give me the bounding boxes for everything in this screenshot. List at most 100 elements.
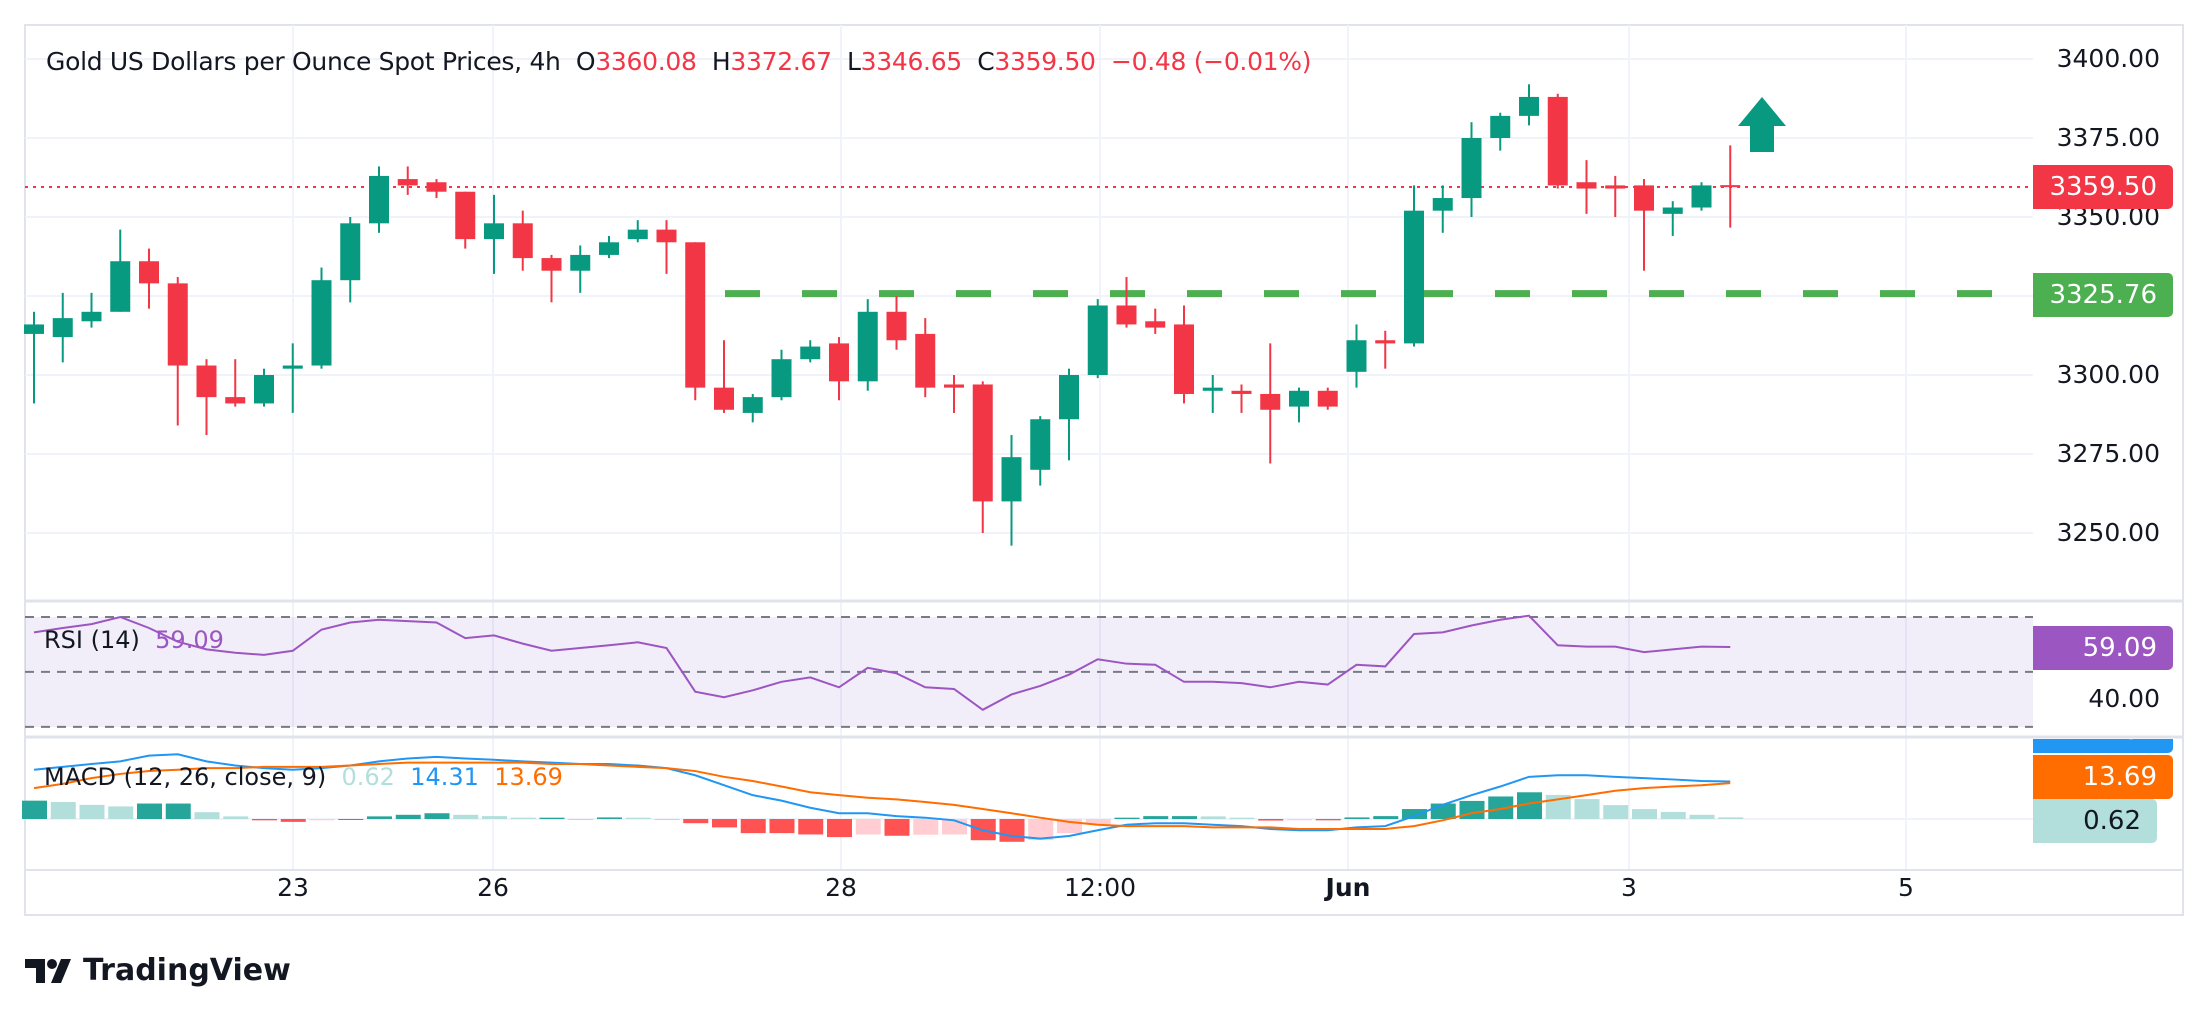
macd-histogram-bar [855, 819, 881, 835]
candle-body [1174, 324, 1194, 394]
grid [25, 25, 2033, 870]
candle-body [455, 191, 476, 240]
candle [742, 393, 763, 423]
macd-hist-value: 0.62 [341, 763, 395, 791]
candle-body [886, 311, 907, 341]
candle-body [512, 223, 533, 259]
candle-body [139, 261, 159, 284]
candle [484, 194, 504, 274]
candle-body [1116, 305, 1137, 325]
close-value: 3359.50 [994, 47, 1096, 76]
candle-body [1087, 305, 1108, 375]
tradingview-logo[interactable]: TradingView [25, 953, 291, 988]
candle [1634, 179, 1654, 271]
candle [570, 245, 591, 293]
price-tick: 3300.00 [2056, 360, 2160, 389]
candle [24, 311, 44, 404]
time-tick: 3 [1621, 873, 1637, 902]
candle-body [1576, 182, 1597, 189]
candle [311, 267, 332, 369]
candle [599, 235, 619, 259]
candle-body [1001, 457, 1022, 502]
candle [1720, 145, 1741, 228]
macd-histogram-bar [395, 814, 421, 819]
candle-body [1432, 198, 1453, 211]
time-tick: Jun [1325, 873, 1371, 902]
candle-body [1231, 390, 1252, 394]
macd-histogram-bar [712, 819, 737, 828]
macd-histogram-bar [1574, 799, 1600, 819]
high-label: H [711, 47, 731, 76]
macd-histogram-bar [1603, 805, 1629, 819]
macd-histogram-bar [424, 813, 450, 819]
rsi-title: RSI (14) [44, 626, 140, 654]
brand-name: TradingView [83, 953, 291, 988]
candle [139, 248, 159, 309]
candle-body [1059, 375, 1079, 420]
candle [1087, 299, 1108, 379]
candles [24, 84, 1741, 546]
rsi-value: 59.09 [155, 626, 224, 654]
macd-histogram-bar [1488, 796, 1514, 819]
candle [1662, 201, 1683, 236]
macd-histogram-bar [1258, 819, 1284, 821]
rsi-tick: 40.00 [2088, 684, 2160, 713]
candle [972, 381, 993, 533]
candle [944, 375, 964, 413]
candle-body [196, 365, 217, 398]
candle [1519, 84, 1539, 126]
candle [1030, 416, 1051, 486]
hist-value-label: 0.62 [2033, 799, 2157, 843]
candle [1145, 308, 1166, 334]
candle-body [742, 397, 763, 413]
candle-body [397, 179, 418, 186]
candle [685, 242, 706, 401]
candle [1346, 324, 1367, 388]
candle-body [570, 254, 591, 271]
macd-histogram-bar [1200, 816, 1226, 819]
rsi-band-fill [25, 617, 2033, 727]
macd-histogram-bar [654, 819, 680, 820]
macd-histogram-bar [769, 819, 795, 834]
price-tick: 3275.00 [2056, 439, 2160, 468]
up-arrow-icon [1738, 97, 1786, 152]
macd-histogram-bar [1660, 811, 1686, 819]
candle [1059, 368, 1079, 461]
macd-histogram-bar [280, 819, 306, 822]
candle [81, 292, 102, 328]
candle [1116, 277, 1137, 328]
macd-line [33, 753, 1731, 840]
candle [1490, 112, 1511, 151]
macd-signal-value: 13.69 [494, 763, 563, 791]
candle-body [541, 258, 562, 271]
macd-histogram-bar [22, 800, 47, 819]
candle-body [1375, 340, 1396, 344]
macd-histogram-bar [1287, 819, 1312, 821]
candle-body [369, 175, 389, 224]
candle-body [110, 261, 131, 312]
macd-histogram-bar [1229, 817, 1255, 819]
macd-histogram-bar [252, 819, 277, 821]
macd-histogram-bar [1402, 809, 1427, 819]
macd-histogram-bar [367, 816, 392, 819]
candle [915, 318, 936, 398]
low-value: 3346.65 [860, 47, 963, 76]
macd-histogram-bar [798, 819, 824, 835]
rsi-line [33, 614, 1731, 711]
candle [1547, 93, 1568, 189]
candle-body [340, 223, 361, 281]
chart-legend: Gold US Dollars per Ounce Spot Prices, 4… [46, 47, 1312, 76]
macd-histogram-bar [1344, 817, 1370, 819]
candle [340, 217, 361, 303]
candle [1461, 122, 1482, 217]
low-label: L [846, 47, 861, 76]
candle [167, 277, 188, 426]
candle-body [52, 318, 73, 338]
chart-frame [24, 24, 2184, 916]
candle-body [800, 346, 821, 360]
candle [1202, 375, 1223, 413]
candle-body [254, 375, 274, 404]
symbol-title: Gold US Dollars per Ounce Spot Prices, 4… [46, 47, 561, 76]
candle-body [1662, 207, 1683, 214]
